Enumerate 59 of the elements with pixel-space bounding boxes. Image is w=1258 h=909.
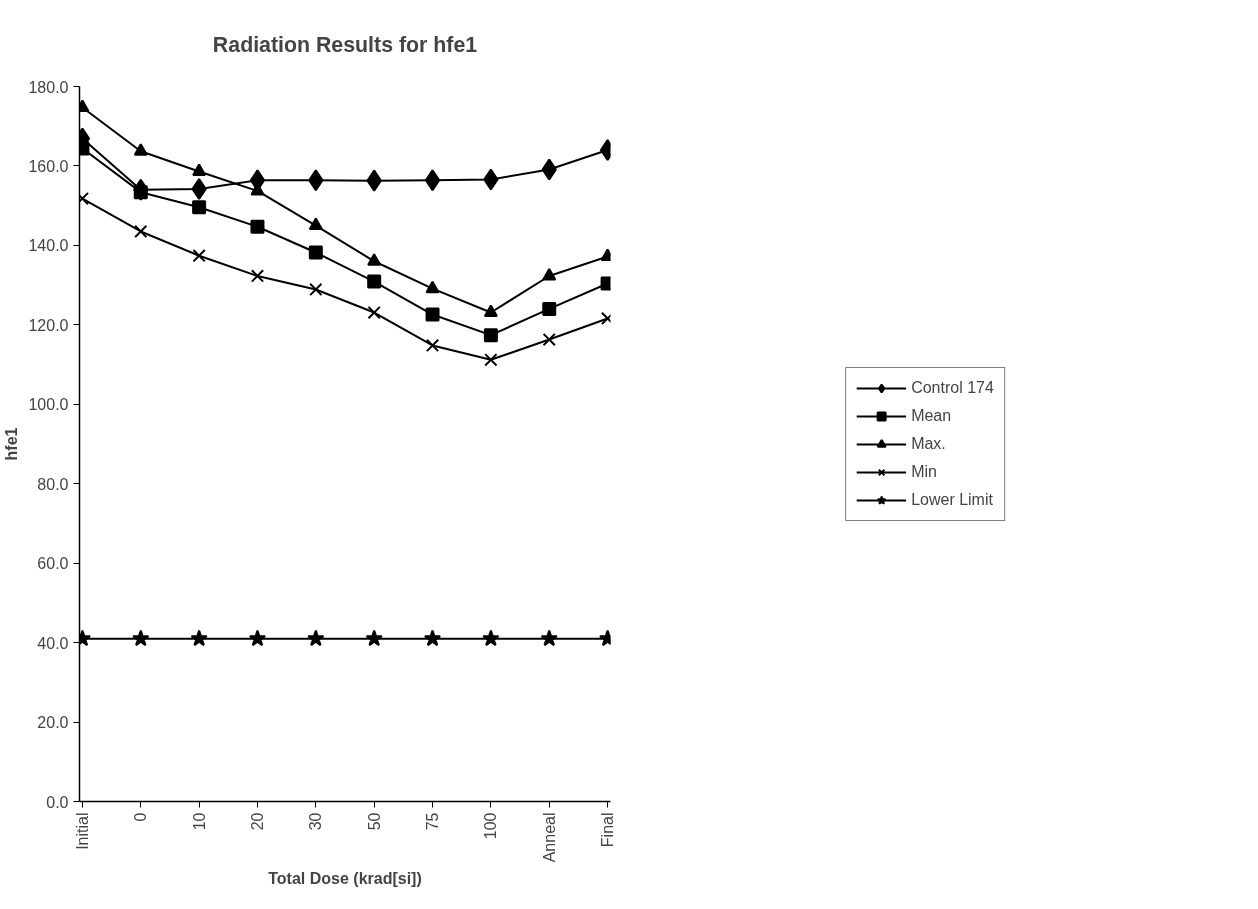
legend-label: Lower Limit: [911, 490, 993, 509]
point: [192, 249, 206, 263]
point: [190, 629, 208, 647]
y-tick-label: 140.0: [28, 237, 69, 255]
x-tick-label: 10: [190, 812, 208, 831]
point: [540, 629, 558, 647]
point: [542, 268, 557, 281]
x-tick-label: 30: [307, 812, 325, 831]
point: [192, 200, 207, 215]
x-tick-label: 75: [424, 812, 442, 831]
point: [424, 169, 441, 192]
y-axis-title: hfe1: [3, 427, 21, 461]
x-tick-label: 20: [248, 812, 266, 831]
point: [134, 224, 148, 239]
y-tick-label: 80.0: [37, 475, 69, 493]
point: [484, 353, 498, 367]
point: [308, 217, 323, 230]
point: [423, 629, 442, 647]
point: [425, 280, 440, 294]
point: [483, 304, 498, 317]
x-tick-label: 50: [365, 812, 383, 831]
point: [308, 245, 323, 260]
point: [309, 282, 323, 297]
point: [248, 629, 267, 647]
y-tick-label: 120.0: [28, 316, 69, 334]
y-tick-label: 100.0: [28, 396, 69, 414]
x-axis-title: Total Dose (krad[si]): [268, 870, 422, 888]
y-tick-label: 160.0: [28, 157, 69, 175]
y-tick-label: 180.0: [28, 78, 69, 96]
point: [483, 328, 498, 343]
x-tick-label: Anneal: [540, 812, 558, 863]
point: [133, 143, 148, 156]
point: [250, 219, 265, 234]
point: [367, 274, 382, 289]
point: [425, 307, 440, 322]
point: [192, 163, 207, 176]
point: [542, 301, 557, 316]
chart-title: Radiation Results for hfe1: [212, 32, 478, 57]
y-tick-label: 40.0: [37, 634, 69, 652]
point: [132, 629, 150, 647]
point: [250, 269, 265, 283]
y-tick-label: 60.0: [37, 555, 69, 573]
point: [307, 629, 325, 647]
x-tick-label: Final: [599, 812, 617, 848]
point: [367, 305, 381, 320]
point: [542, 332, 556, 347]
point: [482, 629, 500, 647]
x-tick-label: Initial: [73, 812, 91, 850]
point: [365, 629, 383, 647]
legend-label: Control 174: [911, 378, 994, 397]
x-tick-label: 0: [132, 812, 150, 822]
y-tick-label: 20.0: [37, 714, 69, 732]
legend-label: Min: [911, 462, 937, 481]
y-tick-label: 0.0: [46, 793, 69, 811]
x-tick-label: 100: [482, 812, 500, 840]
legend-label: Max.: [911, 434, 946, 453]
point: [425, 338, 440, 353]
legend-label: Mean: [911, 406, 952, 425]
point: [367, 253, 382, 266]
